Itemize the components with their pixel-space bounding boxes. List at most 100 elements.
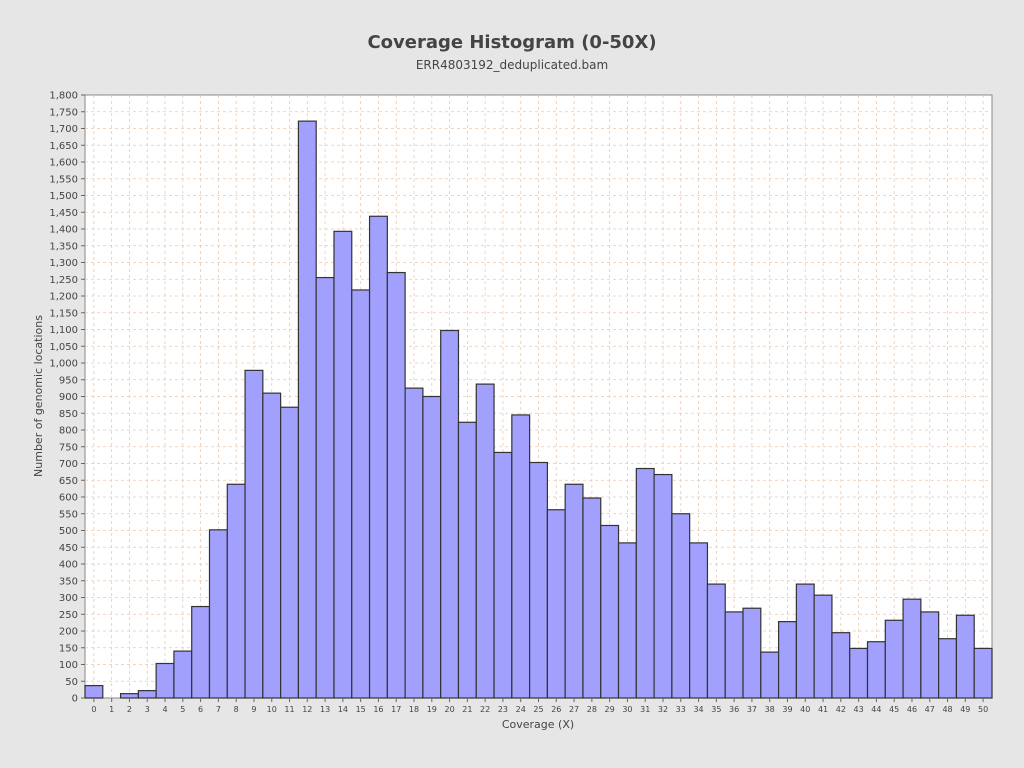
x-tick-label: 42	[836, 705, 846, 714]
bar-coverage-9	[244, 369, 264, 699]
x-tick-label: 40	[800, 705, 810, 714]
y-tick-label: 400	[59, 560, 78, 571]
bar-coverage-47	[920, 611, 940, 699]
x-tick-label: 31	[640, 705, 650, 714]
chart-title: Coverage Histogram (0-50X)	[367, 32, 656, 53]
bar-coverage-35	[706, 583, 726, 699]
x-tick-label: 35	[711, 705, 721, 714]
x-tick-label: 49	[960, 705, 970, 714]
y-tick-label: 1,800	[49, 91, 78, 102]
bar-coverage-5	[173, 650, 193, 699]
bar-coverage-28	[582, 497, 602, 699]
y-tick-label: 200	[59, 627, 78, 638]
bar-coverage-34	[689, 542, 709, 699]
y-tick-label: 1,650	[49, 141, 78, 152]
y-tick-label: 600	[59, 493, 78, 504]
bar-coverage-39	[777, 621, 797, 699]
y-tick-label: 1,300	[49, 258, 78, 269]
bar-coverage-43	[849, 647, 869, 699]
y-tick-label: 550	[59, 509, 78, 520]
x-tick-label: 37	[747, 705, 757, 714]
x-tick-label: 16	[373, 705, 383, 714]
x-tick-label: 2	[127, 705, 132, 714]
y-tick-label: 1,550	[49, 174, 78, 185]
x-tick-label: 10	[267, 705, 277, 714]
x-tick-label: 22	[480, 705, 490, 714]
x-tick-label: 46	[907, 705, 917, 714]
x-tick-label: 3	[145, 705, 150, 714]
bar-coverage-23	[493, 451, 513, 699]
bar-coverage-14	[333, 230, 353, 699]
bar-coverage-25	[529, 461, 548, 699]
x-tick-label: 33	[676, 705, 686, 714]
chart-subtitle: ERR4803192_deduplicated.bam	[416, 58, 608, 72]
bar-coverage-21	[457, 421, 477, 699]
y-tick-label: 1,700	[49, 124, 78, 135]
y-tick-label: 0	[72, 694, 78, 705]
bar-coverage-41	[813, 594, 833, 699]
bar-coverage-7	[208, 529, 228, 699]
y-tick-label: 1,450	[49, 208, 78, 219]
y-tick-label: 500	[59, 526, 78, 537]
x-tick-label: 6	[198, 705, 203, 714]
x-tick-label: 1	[109, 705, 114, 714]
y-tick-label: 150	[59, 643, 78, 654]
x-tick-label: 20	[444, 705, 454, 714]
x-tick-label: 39	[782, 705, 792, 714]
bar-coverage-50	[973, 647, 993, 699]
y-tick-label: 1,050	[49, 342, 78, 353]
x-tick-label: 45	[889, 705, 899, 714]
x-tick-label: 13	[320, 705, 330, 714]
x-tick-label: 26	[551, 705, 561, 714]
bar-coverage-22	[475, 383, 495, 699]
x-tick-label: 41	[818, 705, 828, 714]
x-tick-label: 12	[302, 705, 312, 714]
x-tick-label: 9	[251, 705, 256, 714]
bar-coverage-18	[404, 387, 424, 699]
bar-coverage-46	[902, 598, 922, 699]
bar-coverage-29	[600, 524, 620, 699]
x-tick-label: 8	[234, 705, 239, 714]
bar-coverage-15	[351, 289, 371, 699]
x-tick-label: 17	[391, 705, 401, 714]
x-axis: 0 1 2 3 4 5 6 7 8 9 10 11 12 13 14 15 16 17 18 19 20 21 22 23 24…	[91, 698, 988, 714]
y-tick-label: 100	[59, 660, 78, 671]
x-tick-label: 47	[925, 705, 935, 714]
bar-coverage-2	[119, 693, 139, 699]
y-tick-label: 1,500	[49, 191, 78, 202]
x-tick-label: 23	[498, 705, 508, 714]
y-tick-label: 800	[59, 426, 78, 437]
y-tick-label: 250	[59, 610, 78, 621]
x-tick-label: 43	[854, 705, 864, 714]
x-tick-label: 11	[284, 705, 294, 714]
bar-coverage-12	[297, 120, 317, 699]
y-tick-label: 450	[59, 543, 78, 554]
y-tick-label: 1,400	[49, 225, 78, 236]
y-tick-label: 1,600	[49, 158, 78, 169]
x-tick-label: 44	[871, 705, 881, 714]
y-tick-label: 750	[59, 442, 78, 453]
y-tick-label: 350	[59, 576, 78, 587]
x-tick-label: 4	[162, 705, 167, 714]
bar-coverage-36	[724, 611, 744, 699]
bar-coverage-44	[866, 641, 886, 699]
bar-coverage-8	[226, 483, 246, 699]
y-tick-label: 950	[59, 375, 78, 386]
bar-coverage-30	[617, 542, 637, 699]
x-tick-label: 48	[942, 705, 952, 714]
y-tick-label: 1,200	[49, 292, 78, 303]
bar-coverage-13	[315, 276, 335, 699]
y-tick-label: 1,750	[49, 107, 78, 118]
x-tick-label: 15	[356, 705, 366, 714]
bar-coverage-10	[262, 392, 282, 699]
bar-coverage-20	[440, 329, 460, 699]
x-tick-label: 21	[462, 705, 472, 714]
bar-coverage-11	[280, 406, 300, 699]
bar-coverage-48	[938, 638, 958, 699]
bar-coverage-33	[671, 513, 691, 699]
x-tick-label: 19	[427, 705, 437, 714]
bar-coverage-0	[84, 685, 104, 699]
bar-coverage-49	[955, 614, 975, 699]
x-tick-label: 24	[516, 705, 526, 714]
